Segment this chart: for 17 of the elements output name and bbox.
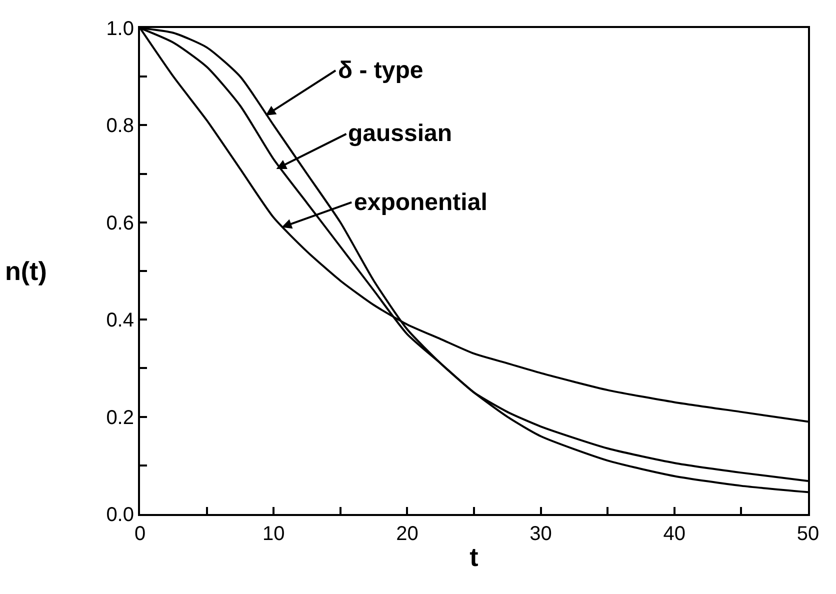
- y-tick-label: 0.6: [106, 212, 134, 234]
- x-tick-label: 10: [262, 523, 285, 545]
- text: 1.0: [106, 18, 134, 40]
- annotation: δ - type: [338, 57, 424, 84]
- y-tick-label: 0.8: [106, 115, 134, 138]
- x-tick-label: 30: [530, 523, 552, 545]
- y-axis-title: n(t): [5, 256, 47, 286]
- x-tick-label: 0: [134, 523, 146, 545]
- x-tick-label: 20: [396, 523, 418, 545]
- x-tick-label: 50: [796, 523, 820, 545]
- y-tick-label: 0.4: [106, 310, 134, 332]
- y-tick-label: 0.2: [106, 406, 134, 429]
- x-tick-label: 40: [663, 523, 686, 545]
- x-axis-title: t: [470, 542, 479, 572]
- annotation: gaussian: [348, 120, 452, 147]
- annotation: exponential: [354, 189, 488, 216]
- text: 0.0: [106, 504, 134, 526]
